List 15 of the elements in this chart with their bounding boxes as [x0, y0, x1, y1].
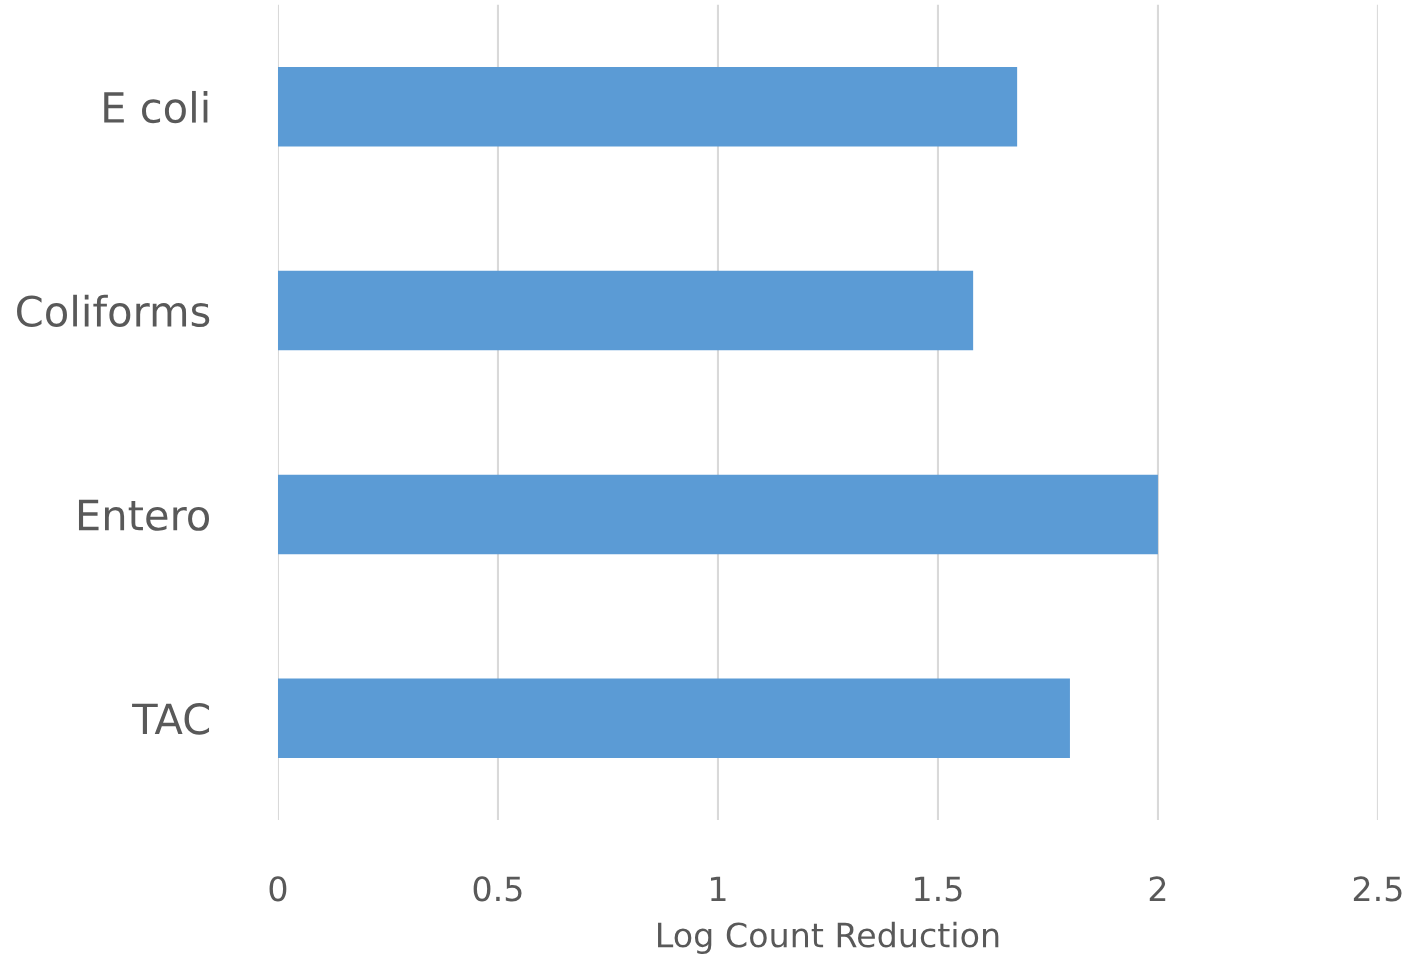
x-tick-label: 1.5	[915, 876, 962, 902]
y-tick-label: Entero	[78, 499, 209, 531]
bar	[277, 474, 1158, 555]
bar	[277, 270, 974, 351]
x-tick-label: 2.5	[1353, 876, 1402, 902]
x-tick-label: 0	[269, 876, 287, 902]
y-tick-label: TAC	[132, 703, 210, 735]
x-axis-title: Log Count Reduction	[658, 921, 999, 955]
x-tick-label: 1	[711, 876, 726, 901]
x-tick-label: 2	[1149, 876, 1166, 901]
bar	[277, 678, 1070, 758]
y-tick-label: E coli	[104, 90, 208, 124]
x-tick-label: 0.5	[473, 876, 522, 902]
bar	[277, 67, 1018, 147]
y-tick-label: Coliforms	[17, 294, 210, 328]
